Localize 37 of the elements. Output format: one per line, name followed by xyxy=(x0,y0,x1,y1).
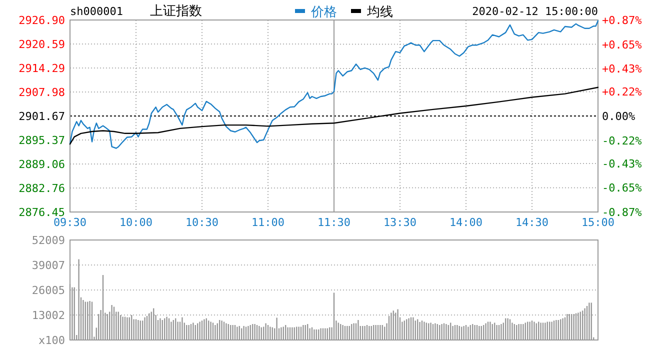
x-tick-label: 11:00 xyxy=(251,216,285,229)
chart-title: 上证指数 xyxy=(150,4,202,19)
x-tick-label: 15:00 xyxy=(581,216,615,229)
y-tick-label: 2889.06 xyxy=(18,158,65,172)
text: 2020-02-12 15:00:00 xyxy=(472,5,598,18)
x-tick-label: 10:30 xyxy=(185,216,219,229)
y-tick-label: 2914.29 xyxy=(18,62,65,75)
y2-tick-label: -0.87% xyxy=(602,206,642,219)
y-tick-label: 2901.67 xyxy=(18,110,65,124)
y2-tick-label: -0.43% xyxy=(602,157,642,170)
y-tick-label: x100 xyxy=(38,334,65,347)
y2-tick-label: -0.22% xyxy=(602,134,642,148)
y-tick-label: 26005 xyxy=(32,284,65,297)
y-tick-label: 2926.90 xyxy=(18,14,65,27)
y2-tick-label: 0.00% xyxy=(602,110,636,123)
y2-tick-label: +0.43% xyxy=(602,62,642,76)
legend-label: 均线 xyxy=(366,5,393,20)
x-tick-label: 14:30 xyxy=(515,216,549,229)
x-tick-label: 10:00 xyxy=(119,216,153,229)
y2-tick-label: +0.87% xyxy=(602,14,642,27)
y-tick-label: 2920.59 xyxy=(18,38,65,52)
chart-subtitle: sh000001 xyxy=(70,5,123,18)
y-tick-label: 52009 xyxy=(32,234,65,247)
y-tick-label: 13002 xyxy=(32,309,65,322)
legend-label: 价格 xyxy=(310,5,337,20)
y-tick-label: 2907.98 xyxy=(18,86,65,100)
y-tick-label: 39007 xyxy=(32,259,65,272)
x-tick-label: 14:00 xyxy=(449,216,483,229)
x-tick-label: 09:30 xyxy=(53,216,87,229)
y2-tick-label: +0.22% xyxy=(602,86,642,99)
x-tick-label: 11:30 xyxy=(317,216,351,229)
x-tick-label: 13:30 xyxy=(383,216,417,229)
y2-tick-label: -0.65% xyxy=(602,182,642,195)
y-tick-label: 2882.76 xyxy=(18,182,65,195)
y-tick-label: 2895.37 xyxy=(18,134,65,147)
y2-tick-label: +0.65% xyxy=(602,38,642,52)
y-tick-label: 2876.45 xyxy=(18,206,65,219)
